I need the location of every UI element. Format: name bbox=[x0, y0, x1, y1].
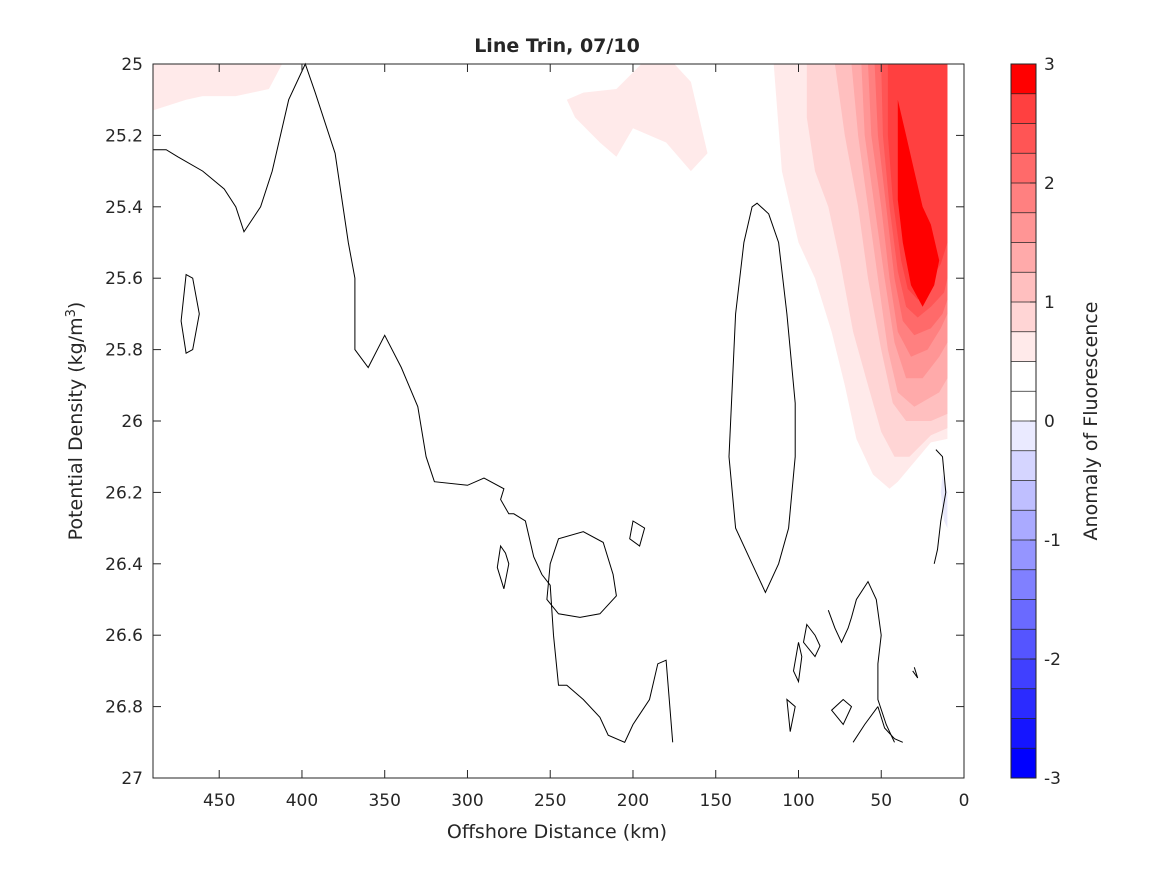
x-tick-label: 250 bbox=[534, 791, 566, 811]
colorbar-tick-label: 3 bbox=[1044, 55, 1055, 75]
colorbar-tick-label: -1 bbox=[1044, 531, 1061, 551]
y-tick-label: 25.6 bbox=[105, 269, 143, 289]
colorbar-tick-label: 2 bbox=[1044, 174, 1055, 194]
colorbar-swatch-1 bbox=[1011, 718, 1036, 749]
zero-contour-line-7 bbox=[802, 623, 821, 658]
y-tick-label: 26.2 bbox=[105, 483, 143, 503]
y-axis-label: Potential Density (kg/m3) bbox=[64, 302, 87, 541]
filled-contour-region-0 bbox=[153, 64, 283, 111]
zero-contour-line-4 bbox=[629, 520, 646, 547]
x-tick-label: 400 bbox=[286, 791, 318, 811]
x-tick-label: 350 bbox=[368, 791, 400, 811]
x-axis-label: Offshore Distance (km) bbox=[447, 821, 667, 843]
colorbar-swatch-14 bbox=[1011, 331, 1036, 362]
zero-contour-line-14 bbox=[933, 449, 947, 564]
colorbar-swatch-8 bbox=[1011, 510, 1036, 541]
colorbar-swatch-12 bbox=[1011, 391, 1036, 422]
colorbar-swatch-11 bbox=[1011, 421, 1036, 452]
zero-contour-line-8 bbox=[792, 642, 803, 684]
zero-contour-line-9 bbox=[830, 698, 853, 726]
y-tick-label: 25.8 bbox=[105, 341, 143, 361]
colorbar-swatch-10 bbox=[1011, 450, 1036, 481]
filled-contour-region-11 bbox=[897, 99, 940, 307]
zero-contour-line-6 bbox=[827, 580, 895, 743]
colorbar-swatch-0 bbox=[1011, 748, 1036, 779]
colorbar-tick-label: -2 bbox=[1044, 650, 1061, 670]
colorbar-swatch-21 bbox=[1011, 123, 1036, 154]
colorbar-swatch-9 bbox=[1011, 480, 1036, 511]
y-tick-label: 25 bbox=[121, 55, 143, 75]
colorbar-swatch-7 bbox=[1011, 540, 1036, 571]
zero-contour-line-3 bbox=[546, 531, 617, 618]
colorbar-swatch-20 bbox=[1011, 153, 1036, 184]
colorbar-swatch-3 bbox=[1011, 659, 1036, 690]
zero-contour-line-12 bbox=[852, 706, 879, 743]
colorbar-swatch-15 bbox=[1011, 302, 1036, 333]
zero-contour-line-0 bbox=[153, 62, 674, 743]
colorbar-swatch-19 bbox=[1011, 183, 1036, 214]
colorbar-swatch-23 bbox=[1011, 64, 1036, 95]
x-tick-label: 150 bbox=[700, 791, 732, 811]
x-tick-label: 0 bbox=[959, 791, 970, 811]
x-tick-label: 200 bbox=[617, 791, 649, 811]
y-tick-label: 26.8 bbox=[105, 698, 143, 718]
chart-title: Line Trin, 07/10 bbox=[474, 35, 640, 57]
colorbar-swatch-22 bbox=[1011, 93, 1036, 124]
y-tick-label: 27 bbox=[121, 769, 143, 789]
x-tick-label: 300 bbox=[451, 791, 483, 811]
colorbar-swatch-16 bbox=[1011, 272, 1036, 303]
colorbar-tick-label: 1 bbox=[1044, 293, 1055, 313]
y-tick-label: 26.6 bbox=[105, 626, 143, 646]
colorbar-swatch-13 bbox=[1011, 361, 1036, 392]
colorbar-swatch-4 bbox=[1011, 629, 1036, 660]
colorbar: -3 -2 -1 0 1 2 3 bbox=[1010, 55, 1061, 789]
colorbar-swatch-17 bbox=[1011, 242, 1036, 273]
zero-contour-line-1 bbox=[180, 273, 200, 354]
colorbar-swatch-5 bbox=[1011, 599, 1036, 630]
colorbar-tick-label: 0 bbox=[1044, 412, 1055, 432]
filled-contour-region-1 bbox=[566, 64, 708, 172]
y-tick-label: 26 bbox=[121, 412, 143, 432]
zero-contour-line-2 bbox=[496, 544, 510, 589]
y-tick-label: 26.4 bbox=[105, 555, 143, 575]
axes: 450 400 350 300 250 200 150 100 50 0 25 25.2 25.4 25.… bbox=[105, 55, 969, 811]
zero-contour-line-10 bbox=[786, 698, 796, 732]
zero-contour-line-5 bbox=[728, 202, 796, 594]
y-axis-label-close: ) bbox=[65, 302, 87, 309]
y-axis-label-sup: 3 bbox=[64, 309, 79, 317]
colorbar-swatch-2 bbox=[1011, 688, 1036, 719]
colorbar-tick-label: -3 bbox=[1044, 769, 1061, 789]
y-tick-label: 25.2 bbox=[105, 126, 143, 146]
colorbar-label: Anomaly of Fluorescence bbox=[1080, 302, 1102, 541]
zero-contour-line-11 bbox=[912, 667, 919, 679]
plot-area bbox=[153, 62, 964, 778]
zero-contour-line-13 bbox=[877, 706, 903, 743]
y-tick-label: 25.4 bbox=[105, 198, 143, 218]
x-tick-label: 450 bbox=[203, 791, 235, 811]
colorbar-swatch-6 bbox=[1011, 569, 1036, 600]
x-tick-label: 50 bbox=[870, 791, 892, 811]
colorbar-swatch-18 bbox=[1011, 212, 1036, 243]
y-axis-label-main: Potential Density (kg/m bbox=[65, 317, 87, 540]
x-tick-label: 100 bbox=[782, 791, 814, 811]
